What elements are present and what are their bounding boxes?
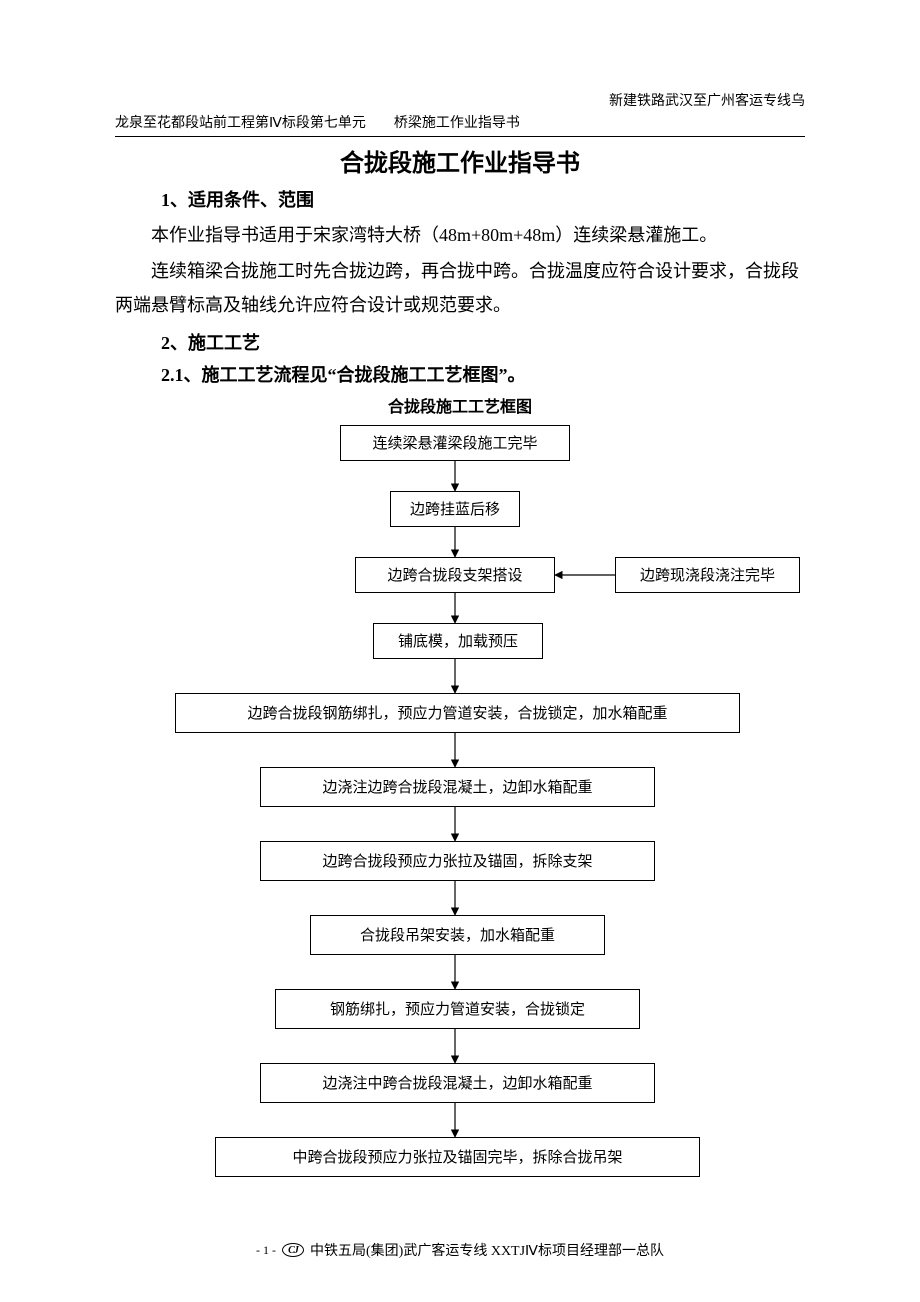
flow-node: 边浇注边跨合拢段混凝土，边卸水箱配重 [260, 767, 655, 807]
header-left-b: 桥梁施工作业指导书 [394, 116, 520, 131]
flowchart: 连续梁悬灌梁段施工完毕边跨挂蓝后移边跨合拢段支架搭设 边跨现浇段浇注完毕铺底模，加… [115, 425, 805, 1185]
flow-node: 连续梁悬灌梁段施工完毕 [340, 425, 570, 461]
flow-node: 合拢段吊架安装，加水箱配重 [310, 915, 605, 955]
figure-title: 合拢段施工工艺框图 [115, 393, 805, 417]
flow-node: 边跨合拢段钢筋绑扎，预应力管道安装，合拢锁定，加水箱配重 [175, 693, 740, 733]
header-right: 新建铁路武汉至广州客运专线乌 [609, 90, 805, 110]
flow-node: 钢筋绑扎，预应力管道安装，合拢锁定 [275, 989, 640, 1029]
doc-title: 合拢段施工作业指导书 [115, 143, 805, 178]
flow-node: 边跨挂蓝后移 [390, 491, 520, 527]
section-1-heading: 1、适用条件、范围 [161, 186, 805, 212]
flow-node: 边跨现浇段浇注完毕 [615, 557, 800, 593]
flow-node: 铺底模，加载预压 [373, 623, 543, 659]
footer: - 1 - CJ 中铁五局(集团)武广客运专线 XXTJⅣ标项目经理部一总队 [0, 1240, 920, 1260]
org-logo-icon: CJ [282, 1243, 304, 1257]
page: 新建铁路武汉至广州客运专线乌 龙泉至花都段站前工程第Ⅳ标段第七单元 桥梁施工作业指… [0, 0, 920, 1302]
footer-org: 中铁五局(集团)武广客运专线 XXTJⅣ标项目经理部一总队 [310, 1240, 664, 1260]
flow-node: 边跨合拢段支架搭设 [355, 557, 555, 593]
page-number: - 1 - [256, 1243, 276, 1258]
section-1-p2: 连续箱梁合拢施工时先合拢边跨，再合拢中跨。合拢温度应符合设计要求，合拢段两端悬臂… [115, 254, 805, 322]
section-2-heading: 2、施工工艺 [161, 329, 805, 355]
flow-node: 边浇注中跨合拢段混凝土，边卸水箱配重 [260, 1063, 655, 1103]
header-left-a: 龙泉至花都段站前工程第Ⅳ标段第七单元 [115, 116, 366, 131]
section-1-p1: 本作业指导书适用于宋家湾特大桥（48m+80m+48m）连续梁悬灌施工。 [115, 218, 805, 252]
header-left: 龙泉至花都段站前工程第Ⅳ标段第七单元 桥梁施工作业指导书 [115, 112, 805, 137]
section-2-1-heading: 2.1、施工工艺流程见“合拢段施工工艺框图”。 [161, 361, 805, 387]
flow-node: 中跨合拢段预应力张拉及锚固完毕，拆除合拢吊架 [215, 1137, 700, 1177]
flow-node: 边跨合拢段预应力张拉及锚固，拆除支架 [260, 841, 655, 881]
